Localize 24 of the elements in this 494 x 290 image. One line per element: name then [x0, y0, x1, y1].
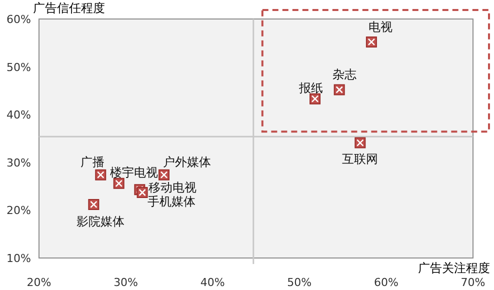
annotation: 杂志: [332, 68, 356, 82]
y-tick-label: 60%: [6, 13, 31, 26]
y-tick-label: 20%: [6, 204, 31, 218]
x-tick-label: 50%: [287, 276, 312, 289]
x-tick-label: 70%: [460, 276, 486, 289]
annotation: 移动电视: [148, 180, 197, 195]
x-tick-label: 30%: [114, 276, 138, 289]
y-axis-title: 广告信任程度: [33, 1, 105, 15]
annotation: 楼宇电视: [110, 165, 158, 180]
annotation: 广播: [80, 154, 105, 169]
annotation: 报纸: [298, 80, 324, 95]
y-tick-label: 30%: [6, 156, 31, 170]
y-tick-label: 40%: [6, 108, 31, 122]
y-tick-label: 10%: [6, 252, 31, 265]
x-tick-label: 60%: [374, 276, 398, 289]
annotation: 电视: [368, 20, 392, 34]
annotation: 影院媒体: [76, 214, 125, 228]
y-tick-label: 50%: [6, 60, 31, 74]
x-axis-title: 广告关注程度: [418, 261, 490, 275]
annotation: 手机媒体: [147, 194, 196, 209]
x-tick-label: 20%: [26, 276, 52, 289]
x-tick-label: 40%: [200, 276, 225, 289]
annotation: 互联网: [342, 152, 378, 166]
annotation: 户外媒体: [162, 154, 211, 169]
